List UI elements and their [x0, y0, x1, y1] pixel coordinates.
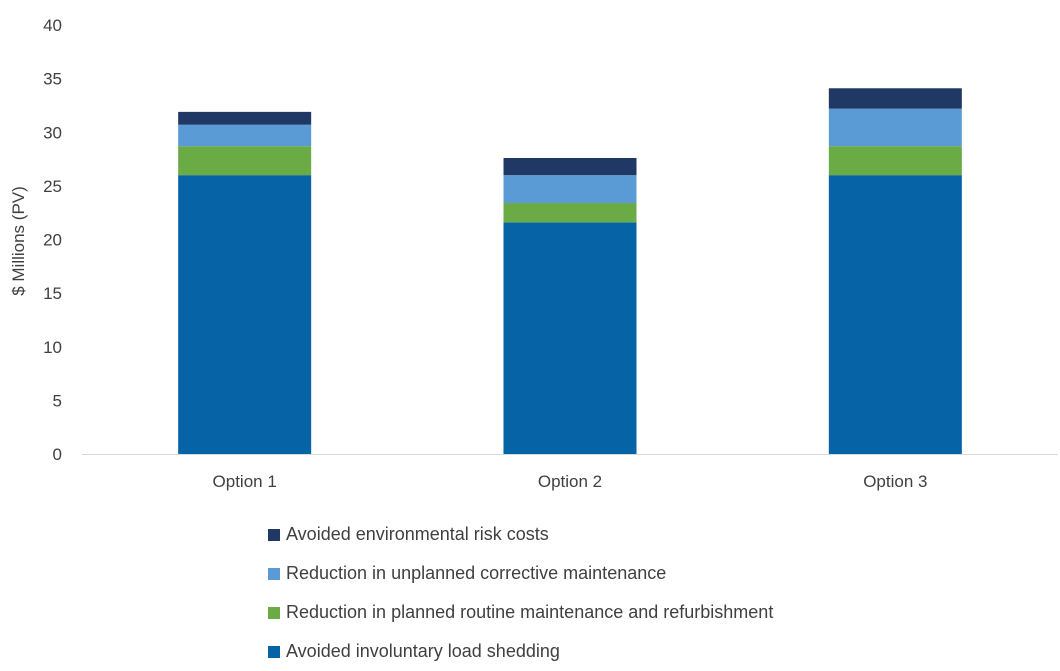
bar-segment [503, 175, 637, 204]
stacked-bar-chart: $ Millions (PV) 0 5 10 15 20 25 30 35 40 Option … [9, 16, 1058, 491]
y-axis-ticks: 0 5 10 15 20 25 30 35 40 [43, 16, 62, 464]
bar-segment [828, 108, 962, 147]
legend-item: Avoided environmental risk costs [268, 515, 773, 554]
legend-label: Avoided involuntary load shedding [286, 641, 560, 661]
legend: Avoided environmental risk costs Reductio… [268, 515, 773, 671]
y-tick-label: 35 [43, 70, 62, 89]
bar-segment [503, 157, 637, 176]
legend-item: Reduction in planned routine maintenance… [268, 593, 773, 632]
y-tick-label: 20 [43, 231, 62, 250]
bar-segment [178, 111, 312, 125]
y-tick-label: 0 [53, 445, 62, 464]
y-tick-label: 10 [43, 338, 62, 357]
legend-swatch [268, 645, 280, 658]
y-tick-label: 30 [43, 123, 62, 142]
legend-label: Reduction in planned routine maintenance… [286, 602, 774, 622]
legend-swatch [268, 567, 280, 580]
bar-segment [828, 146, 962, 176]
x-tick-label: Option 3 [863, 472, 927, 491]
legend-swatch [268, 528, 280, 541]
x-tick-label: Option 1 [213, 472, 277, 491]
bar-segment [828, 88, 962, 109]
legend-label: Avoided environmental risk costs [286, 524, 549, 544]
bar-segment [503, 203, 637, 223]
legend-item: Avoided involuntary load shedding [268, 632, 773, 671]
x-axis-ticks: Option 1 Option 2 Option 3 [213, 472, 928, 491]
bar-series [178, 88, 962, 454]
bar-segment [178, 146, 312, 176]
bar-segment [178, 175, 312, 454]
legend-label: Reduction in unplanned corrective mainte… [286, 563, 667, 583]
y-axis-label: $ Millions (PV) [9, 186, 28, 296]
bar-segment [503, 222, 637, 454]
bar-segment [178, 124, 312, 147]
bar-segment [828, 175, 962, 454]
y-tick-label: 40 [43, 16, 62, 35]
legend-swatch [268, 606, 280, 619]
legend-item: Reduction in unplanned corrective mainte… [268, 554, 773, 593]
y-tick-label: 15 [43, 284, 62, 303]
y-tick-label: 5 [53, 391, 62, 410]
x-tick-label: Option 2 [538, 472, 602, 491]
y-tick-label: 25 [43, 177, 62, 196]
